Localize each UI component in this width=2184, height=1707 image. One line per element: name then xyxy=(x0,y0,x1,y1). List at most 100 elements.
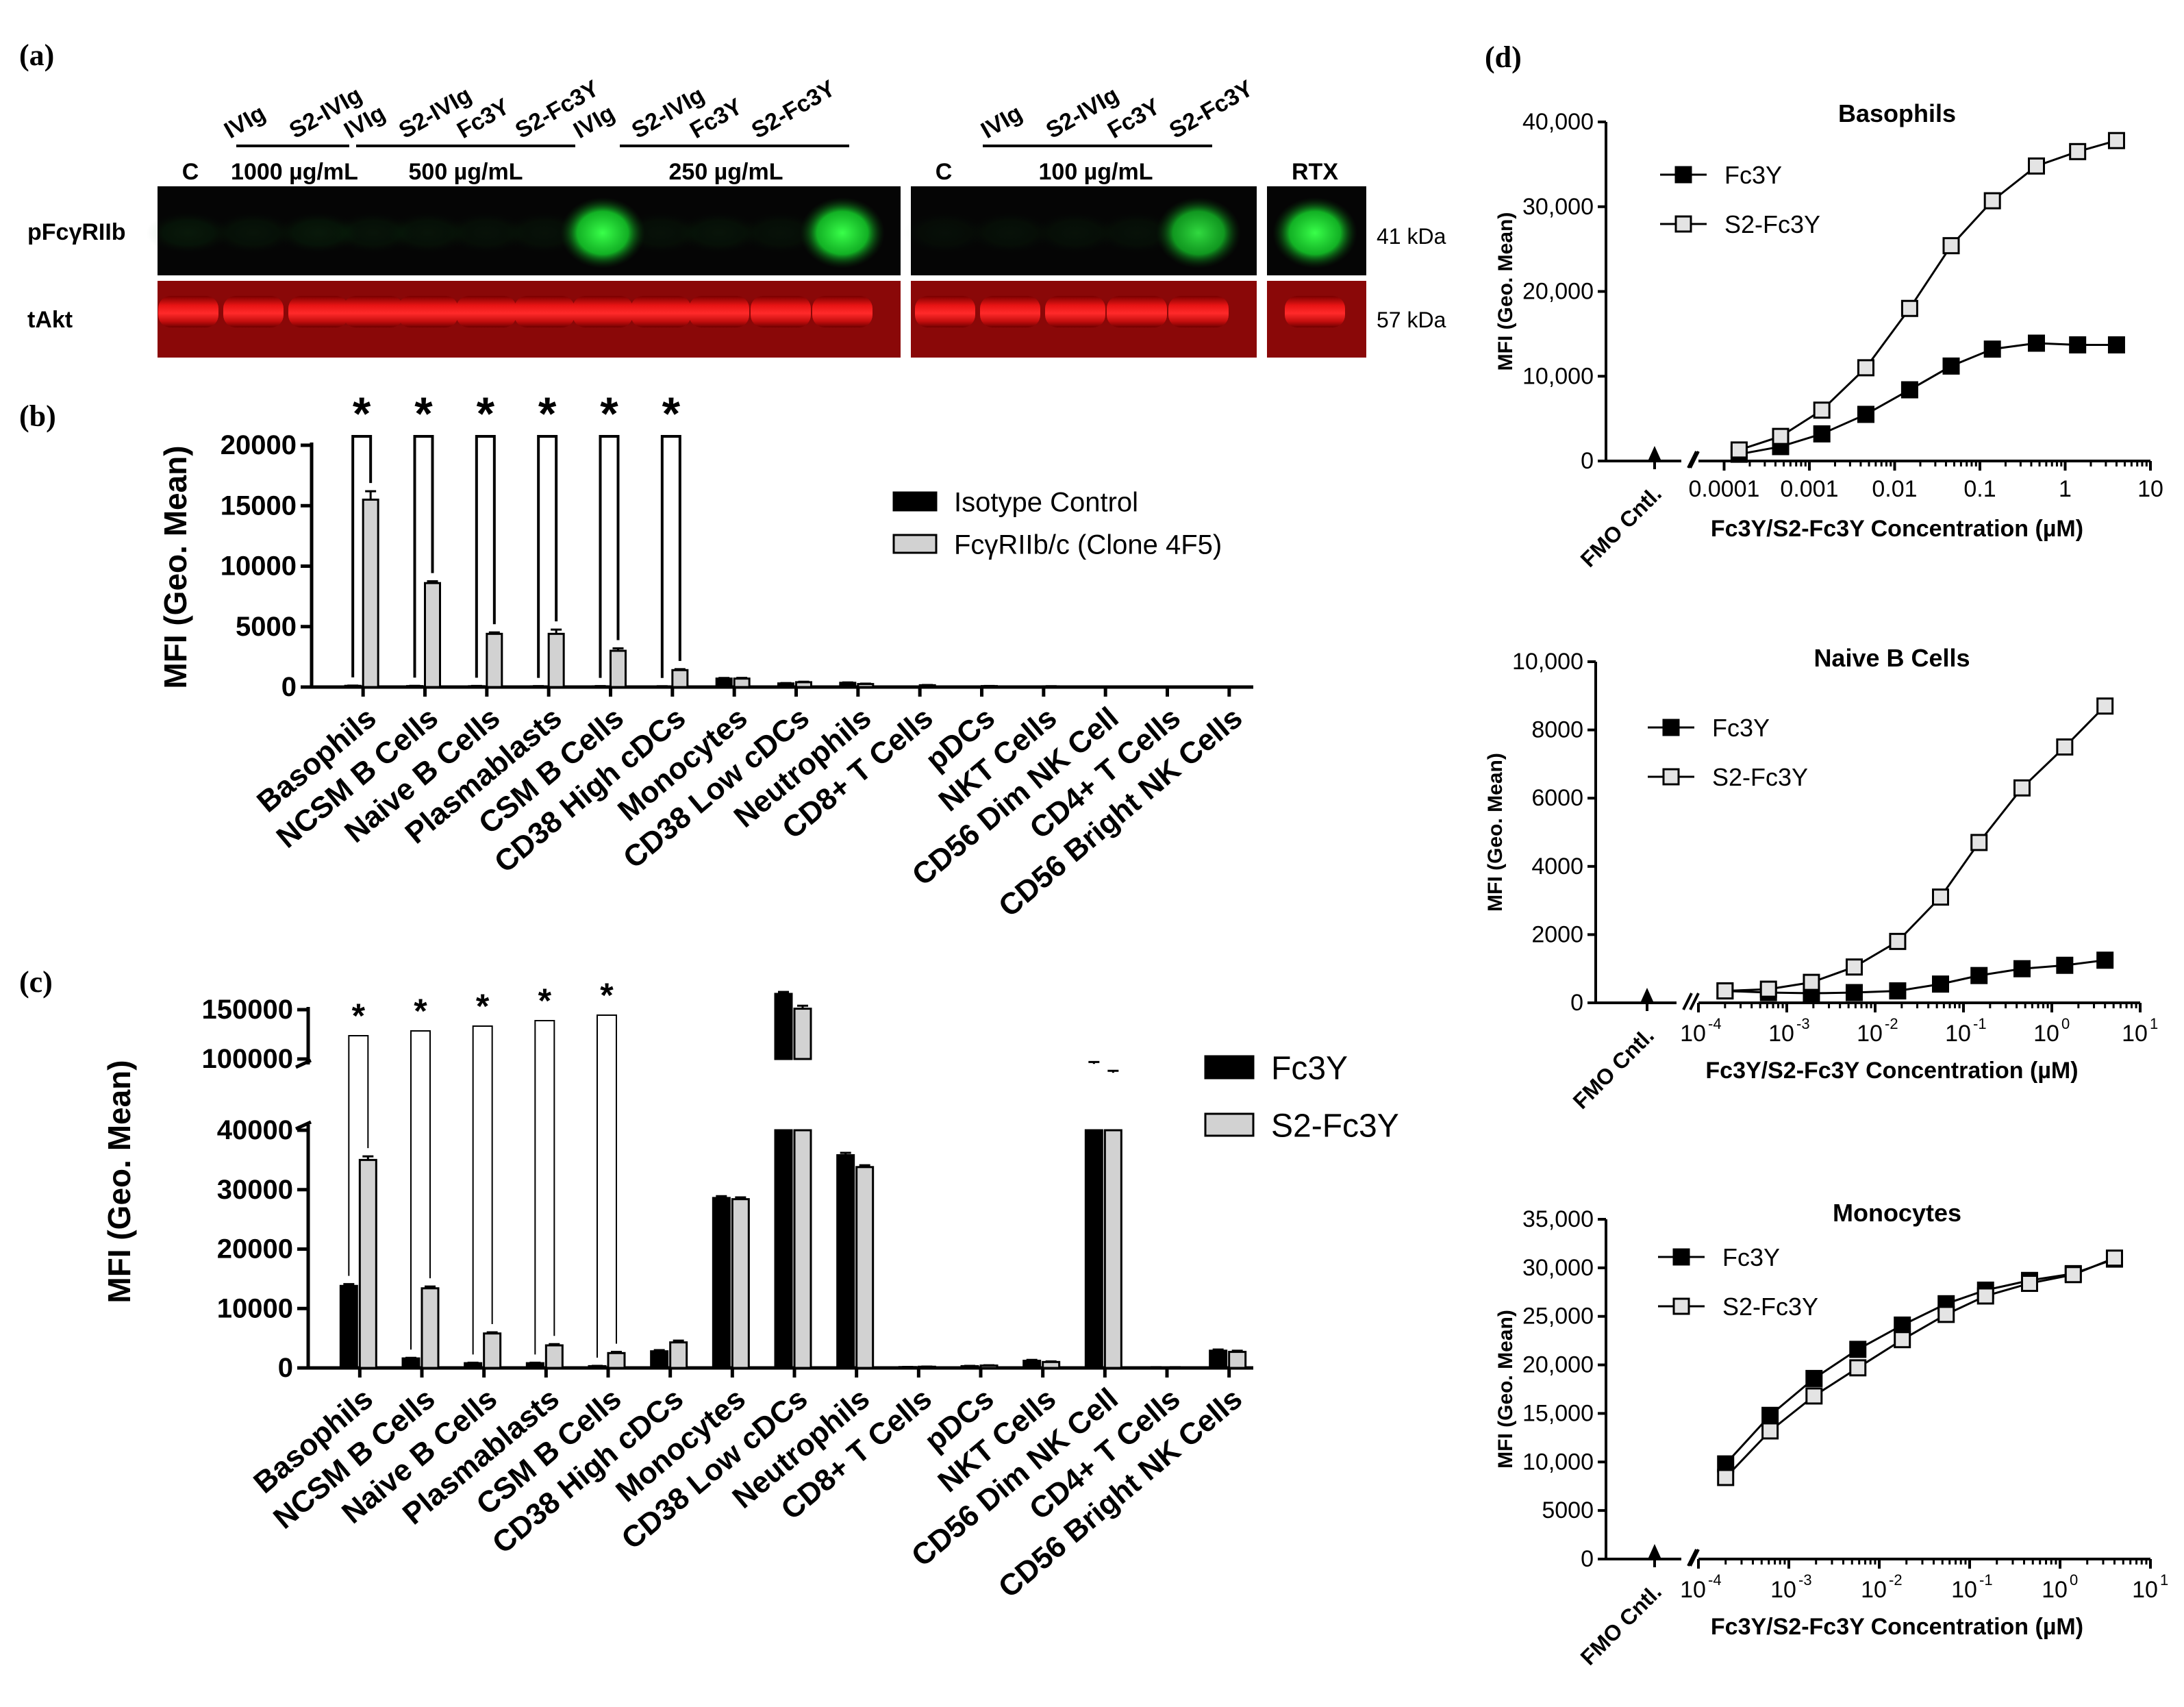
bar-FcγRIIb/c (Clone 4F5) xyxy=(424,582,441,688)
x-tick-exponent: -4 xyxy=(1708,1571,1722,1588)
significance-star: * xyxy=(353,388,371,440)
x-tick-label: 10 xyxy=(1857,1021,1883,1047)
bar-FcγRIIb/c (Clone 4F5) xyxy=(733,677,751,688)
data-point-S2-Fc3Y xyxy=(2096,697,2114,715)
data-point-Fc3Y xyxy=(1857,406,1874,423)
fmo-label: FMO Cntl. xyxy=(1576,481,1666,571)
membrane1-lane-red-band xyxy=(456,296,516,327)
data-point-S2-Fc3Y xyxy=(1730,441,1748,459)
panel-c-bar-chart: (c) 0 10000 20000 30000 40000 100000 150000 MFI … xyxy=(19,965,1399,1604)
legend-label: Fc3Y xyxy=(1722,1243,1780,1271)
y-tick-label: 6000 xyxy=(1531,785,1583,811)
data-point-S2-Fc3Y xyxy=(1845,958,1863,976)
data-point-Fc3Y xyxy=(1805,1369,1823,1387)
data-point-Fc3Y xyxy=(2107,336,2125,353)
panel-c-label: (c) xyxy=(19,965,53,999)
bar-Fc3Y xyxy=(525,1362,544,1369)
y-tick-label: 30000 xyxy=(217,1175,293,1205)
bar-S2-Fc3Y xyxy=(1042,1360,1061,1369)
y-axis-title: MFI (Geo. Mean) xyxy=(1494,1310,1517,1469)
bar-Fc3Y xyxy=(1209,1349,1228,1369)
bar-FcγRIIb/c (Clone 4F5) xyxy=(671,669,689,688)
legend-label: S2-Fc3Y xyxy=(1712,763,1808,791)
significance-star: * xyxy=(352,997,366,1035)
bar-Fc3Y xyxy=(401,1357,421,1369)
legend-marker xyxy=(1672,1248,1690,1266)
membrane2-lane-red-band xyxy=(1168,296,1229,327)
row-label-pfcgriib: pFcγRIIb xyxy=(27,219,126,245)
y-tick-label: 20,000 xyxy=(1522,1352,1594,1378)
axis-break-mark xyxy=(1687,1549,1698,1567)
panel-d1-line-chart: (d) Basophils 0 10,000 20,000 30,000 40,000 MFI… xyxy=(1485,40,2163,572)
x-tick-label: 0.01 xyxy=(1872,476,1917,502)
y-tick-label: 30,000 xyxy=(1522,194,1594,220)
significance-bracket xyxy=(537,435,558,678)
data-point-S2-Fc3Y xyxy=(1716,982,1734,1000)
significance-bracket xyxy=(348,1035,369,1276)
x-tick-exponent: -4 xyxy=(1708,1015,1722,1032)
data-point-S2-Fc3Y xyxy=(1976,1287,1994,1305)
data-point-S2-Fc3Y xyxy=(1759,980,1777,998)
membrane2-lane-green-band xyxy=(903,212,988,253)
y-tick-label: 10000 xyxy=(221,551,297,582)
data-point-Fc3Y xyxy=(1970,967,1988,984)
x-tick-label: 10 xyxy=(1951,1577,1977,1603)
panel-a-western-blot: (a) pFcγRIIb tAkt 41 kDa 57 kDa C C RTX 1000 µg/… xyxy=(19,38,1446,358)
data-point-S2-Fc3Y xyxy=(1889,932,1907,950)
x-tick-exponent: 1 xyxy=(2150,1015,2158,1032)
data-point-S2-Fc3Y xyxy=(2013,779,2031,797)
axis-break-mark xyxy=(294,1120,312,1131)
concentration-label: 1000 µg/mL xyxy=(231,159,358,185)
chart-title: Basophils xyxy=(1838,99,1956,127)
legend-marker xyxy=(1672,1297,1690,1315)
data-point-S2-Fc3Y xyxy=(1894,1331,1911,1349)
y-axis-title: MFI (Geo. Mean) xyxy=(1484,753,1507,912)
y-tick-label: 35,000 xyxy=(1522,1206,1594,1232)
membrane1-lane-red-band xyxy=(812,296,873,327)
y-tick-label: 15000 xyxy=(221,490,297,521)
y-tick-label: 15,000 xyxy=(1522,1400,1594,1426)
membrane1-lane-red-band xyxy=(288,296,349,327)
panel-d3-line-chart: Monocytes 0 5000 10,000 15,000 20,000 25,000 30… xyxy=(1494,1199,2168,1670)
membrane1-lane-red-band xyxy=(689,296,749,327)
x-tick-label: 10 xyxy=(1945,1021,1971,1047)
bar-S2-Fc3Y xyxy=(793,1129,812,1369)
axis-break-mark xyxy=(1689,451,1700,469)
y-tick-label: 40,000 xyxy=(1522,109,1594,135)
chart-title: Naive B Cells xyxy=(1813,644,1970,672)
data-point-S2-Fc3Y xyxy=(1849,1359,1867,1377)
data-point-Fc3Y xyxy=(1889,982,1907,1000)
membrane1-lane-red-band xyxy=(158,296,218,327)
x-tick-exponent: 0 xyxy=(2061,1015,2070,1032)
y-axis-title: MFI (Geo. Mean) xyxy=(158,445,193,688)
control-label: C xyxy=(936,159,953,185)
y-tick-label: 0 xyxy=(1581,448,1594,474)
row-label-takt: tAkt xyxy=(27,307,73,333)
bar-Fc3Y xyxy=(774,993,793,1060)
bar-FcγRIIb/c (Clone 4F5) xyxy=(486,632,503,688)
x-tick-exponent: -3 xyxy=(1796,1015,1810,1032)
significance-bracket xyxy=(472,1025,493,1355)
significance-star: * xyxy=(538,982,552,1020)
data-point-S2-Fc3Y xyxy=(1857,359,1874,377)
significance-bracket xyxy=(597,1014,617,1358)
x-tick-label: 10 xyxy=(2033,1021,2059,1047)
panel-a-label: (a) xyxy=(19,38,54,72)
data-point-Fc3Y xyxy=(1942,357,1960,375)
axis-break-mark xyxy=(1687,451,1698,469)
x-tick-exponent: 1 xyxy=(2160,1571,2168,1588)
concentration-label: 250 µg/mL xyxy=(669,159,783,185)
y-tick-label: 0 xyxy=(1570,990,1583,1016)
membrane1-lane-green-band xyxy=(677,212,762,253)
panel-d-label: (d) xyxy=(1485,40,1522,74)
x-tick-label: 10 xyxy=(2137,476,2163,502)
legend-label: Fc3Y xyxy=(1271,1050,1348,1086)
bar-FcγRIIb/c (Clone 4F5) xyxy=(547,632,565,688)
legend-marker xyxy=(1674,166,1692,184)
legend-swatch xyxy=(1204,1055,1255,1080)
axis-break-mark xyxy=(1682,993,1693,1010)
series-line-Fc3Y xyxy=(1724,1258,2115,1465)
bar-S2-Fc3Y xyxy=(483,1332,502,1369)
x-tick-label: 10 xyxy=(1768,1021,1794,1047)
